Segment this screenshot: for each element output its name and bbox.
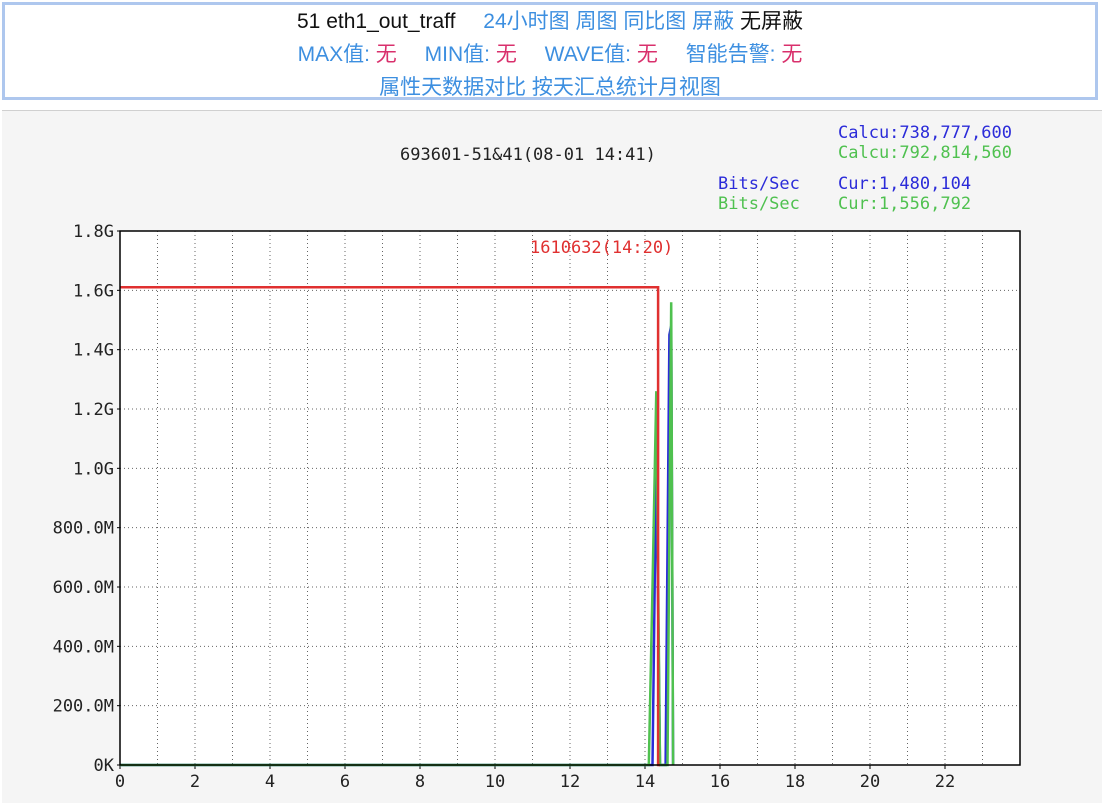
x-tick-label: 6 [340, 772, 350, 792]
x-tick-label: 22 [935, 772, 955, 792]
y-tick-label: 1.4G [73, 341, 114, 361]
smart-alert-label: 智能告警: [685, 43, 776, 66]
link-24h[interactable]: 24小时图 [483, 10, 570, 33]
link-yoy[interactable]: 同比图 [623, 10, 687, 33]
graph-title: 51 eth1_out_traff [297, 10, 456, 33]
graph-header: 51 eth1_out_traff 24小时图 周图 同比图 屏蔽 无屏蔽 MA… [2, 2, 1098, 100]
header-row-2: MAX值: 无 MIN值: 无 WAVE值: 无 智能告警: 无 [5, 38, 1095, 71]
wave-value: 无 [636, 43, 658, 66]
x-tick-label: 8 [415, 772, 425, 792]
cur-blue-label: Cur:1,480,104 [838, 174, 971, 194]
x-tick-label: 16 [710, 772, 730, 792]
x-tick-label: 2 [190, 772, 200, 792]
max-label: MAX值: [297, 43, 370, 66]
link-monthly-view[interactable]: 按天汇总统计月视图 [531, 76, 721, 99]
y-tick-label: 1.6G [73, 281, 114, 301]
y-tick-label: 0K [94, 756, 115, 776]
wave-label: WAVE值: [544, 43, 631, 66]
graph-id-label: 693601-51&41(08-01 14:41) [400, 145, 656, 165]
x-tick-label: 18 [785, 772, 805, 792]
smart-alert-value: 无 [781, 43, 803, 66]
x-tick-label: 0 [115, 772, 125, 792]
y-tick-label: 800.0M [53, 519, 114, 539]
calc-green-label: Calcu:792,814,560 [838, 143, 1012, 163]
x-tick-label: 10 [485, 772, 505, 792]
x-tick-label: 4 [265, 772, 275, 792]
calc-blue-label: Calcu:738,777,600 [838, 123, 1012, 143]
link-attr-compare[interactable]: 属性天数据对比 [379, 76, 527, 99]
header-row-3: 属性天数据对比 按天汇总统计月视图 [5, 71, 1095, 104]
link-week[interactable]: 周图 [575, 10, 618, 33]
graph-panel: 693601-51&41(08-01 14:41) Calcu:738,777,… [2, 110, 1102, 803]
y-tick-label: 200.0M [53, 697, 114, 717]
cur-green-label: Cur:1,556,792 [838, 194, 971, 214]
plot-area: 0K 200.0M 400.0M 600.0M 800.0M 1.0G 1.2G 1.4G 1.… [53, 222, 1021, 792]
min-label: MIN值: [424, 43, 490, 66]
y-tick-label: 1.8G [73, 222, 114, 242]
x-tick-label: 20 [860, 772, 880, 792]
threshold-label: 1610632(14:20) [530, 238, 673, 258]
min-value: 无 [495, 43, 517, 66]
y-tick-label: 1.2G [73, 400, 114, 420]
y-tick-label: 1.0G [73, 459, 114, 479]
traffic-chart: 693601-51&41(08-01 14:41) Calcu:738,777,… [53, 123, 1021, 792]
x-tick-label: 14 [635, 772, 655, 792]
link-mask[interactable]: 屏蔽 [692, 10, 735, 33]
header-row-1: 51 eth1_out_traff 24小时图 周图 同比图 屏蔽 无屏蔽 [5, 5, 1095, 38]
y-tick-label: 600.0M [53, 578, 114, 598]
plot-border [119, 230, 1021, 766]
x-tick-label: 12 [560, 772, 580, 792]
bits-blue-label: Bits/Sec [718, 174, 800, 194]
no-mask-text: 无屏蔽 [740, 10, 803, 33]
y-tick-label: 400.0M [53, 637, 114, 657]
bits-green-label: Bits/Sec [718, 194, 800, 214]
max-value: 无 [375, 43, 397, 66]
